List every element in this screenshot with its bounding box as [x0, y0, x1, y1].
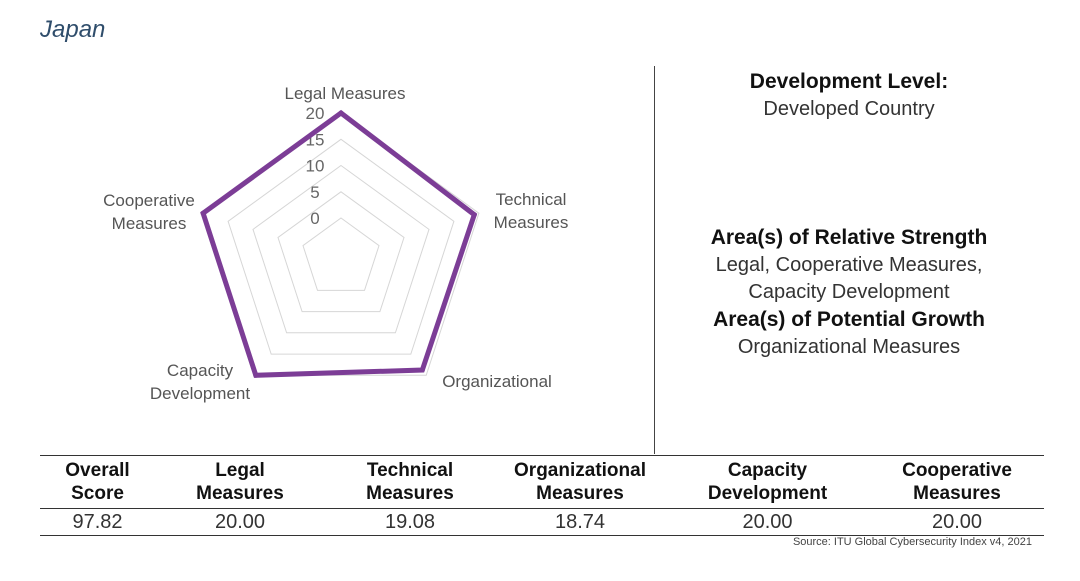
header-technical-measures: Technical Measures: [325, 455, 495, 509]
category-label: Technical Measures: [494, 190, 569, 232]
vertical-divider: [654, 66, 655, 454]
development-level-label: Development Level:: [749, 70, 949, 93]
source-note: Source: ITU Global Cybersecurity Index v…: [792, 536, 1032, 548]
data-point: [471, 212, 477, 218]
strength-value-line1: Legal, Cooperative Measures,: [715, 254, 983, 276]
grid-ring-10: [252, 164, 430, 334]
development-level-value: Developed Country: [763, 98, 935, 120]
header-organizational-measures: Organizational Measures: [495, 455, 665, 509]
tick-label: 5: [310, 183, 319, 202]
score-table: Overall Score Legal Measures Technical Meas…: [40, 455, 1044, 536]
data-point: [200, 210, 206, 216]
tick-label: 0: [310, 209, 319, 228]
header-overall-score: Overall Score: [40, 455, 155, 509]
grid-ring-15: [227, 138, 455, 355]
tick-label: 20: [306, 104, 325, 123]
header-cooperative-measures: Cooperative Measures: [870, 455, 1044, 509]
value-capacity-development: 20.00: [665, 508, 870, 536]
strength-value-line2: Capacity Development: [748, 281, 950, 303]
header-legal-measures: Legal Measures: [155, 455, 325, 509]
data-point: [338, 110, 344, 116]
country-title: Japan: [40, 16, 106, 43]
growth-value: Organizational Measures: [737, 336, 961, 358]
data-point: [419, 367, 425, 373]
category-label: Organizational: [442, 372, 552, 391]
header-capacity-development: Capacity Development: [665, 455, 870, 509]
grid-ring-0: [302, 217, 380, 291]
value-legal-measures: 20.00: [155, 508, 325, 536]
grid-ring-5: [277, 191, 405, 313]
value-overall-score: 97.82: [40, 508, 155, 536]
category-label: Legal Measures: [285, 84, 406, 103]
development-level-block: Development Level: Developed Country: [664, 68, 1034, 123]
value-technical-measures: 19.08: [325, 508, 495, 536]
score-table-row: 97.82 20.00 19.08 18.74 20.00 20.00: [40, 508, 1044, 536]
growth-label: Area(s) of Potential Growth: [713, 308, 985, 331]
score-table-header: Overall Score Legal Measures Technical Meas…: [40, 455, 1044, 509]
strength-label: Area(s) of Relative Strength: [710, 226, 988, 249]
value-organizational-measures: 18.74: [495, 508, 665, 536]
category-label: Capacity Development: [150, 361, 250, 403]
tick-label: 10: [306, 157, 325, 176]
strength-growth-block: Area(s) of Relative Strength Legal, Coop…: [664, 224, 1034, 361]
data-point: [253, 372, 259, 378]
series-polygon: [200, 109, 478, 378]
category-label: Cooperative Measures: [103, 191, 195, 233]
value-cooperative-measures: 20.00: [870, 508, 1044, 536]
